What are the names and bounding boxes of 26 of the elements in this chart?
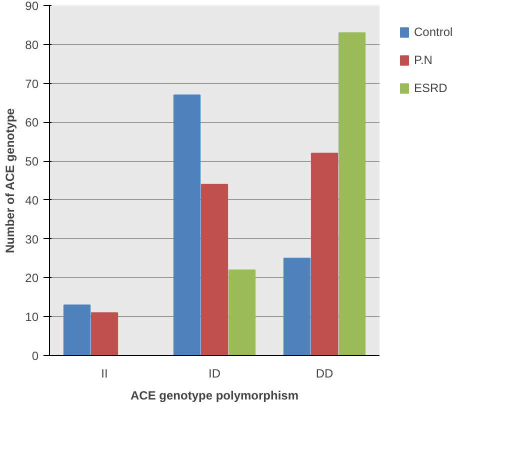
- legend-label: P.N: [414, 53, 434, 67]
- y-axis-title: Number of ACE genotype: [3, 108, 18, 254]
- y-tick-label: 70: [25, 76, 39, 91]
- bar: [90, 312, 118, 356]
- legend-label: Control: [414, 25, 453, 39]
- y-tick-label: 60: [25, 116, 39, 130]
- bar: [283, 258, 311, 356]
- bar: [63, 304, 91, 356]
- x-axis-title: ACE genotype polymorphism: [130, 388, 299, 402]
- x-tick-label: ID: [208, 366, 221, 380]
- y-tick-label: 50: [25, 154, 39, 169]
- legend-label: ESRD: [414, 81, 448, 95]
- x-tick-label: DD: [316, 366, 334, 380]
- bar: [310, 152, 338, 356]
- y-tick-label: 90: [25, 0, 39, 13]
- bar: [200, 184, 228, 356]
- x-tick-label: II: [101, 366, 108, 380]
- y-tick-label: 0: [32, 349, 39, 363]
- bar: [228, 269, 256, 356]
- y-tick-label: 20: [25, 271, 39, 286]
- y-tick-label: 80: [25, 38, 39, 52]
- y-tick-label: 40: [25, 193, 39, 208]
- bar: [173, 94, 201, 356]
- bar: [338, 32, 366, 356]
- y-tick-label: 10: [25, 310, 39, 324]
- y-tick-label: 30: [25, 232, 39, 246]
